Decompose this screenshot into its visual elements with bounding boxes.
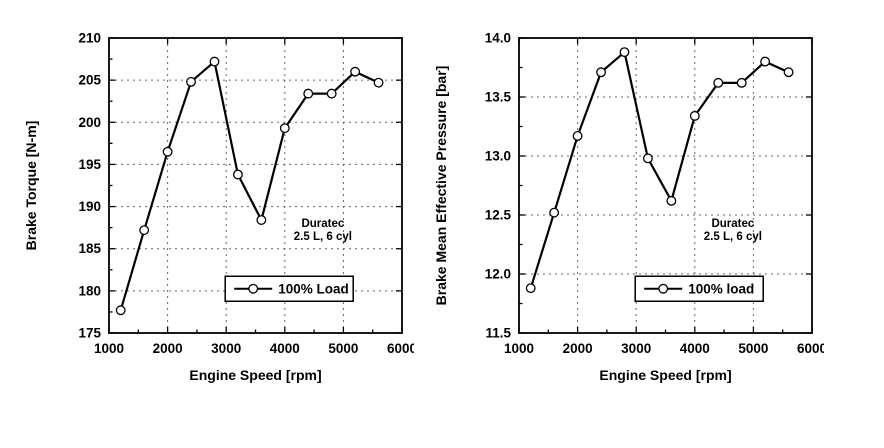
data-marker xyxy=(373,77,384,88)
annotation-text: Duratec xyxy=(711,218,754,230)
legend-label: 100% Load xyxy=(278,281,349,296)
y-tick-label: 11.5 xyxy=(485,326,511,341)
data-marker xyxy=(350,66,361,77)
data-marker xyxy=(279,123,290,134)
data-marker xyxy=(139,225,150,236)
x-tick-label: 2000 xyxy=(563,341,593,356)
y-tick-label: 175 xyxy=(78,326,101,341)
annotation-text: 2.5 L, 6 cyl xyxy=(704,231,762,243)
data-marker xyxy=(232,169,243,180)
data-marker xyxy=(549,207,560,218)
y-tick-label: 12.0 xyxy=(485,267,511,282)
data-marker xyxy=(303,88,314,99)
x-tick-label: 2000 xyxy=(153,341,183,356)
x-tick-label: 5000 xyxy=(738,341,768,356)
x-axis-title: Engine Speed [rpm] xyxy=(599,367,731,383)
data-marker xyxy=(713,77,724,88)
data-marker xyxy=(783,67,794,78)
data-marker xyxy=(596,67,606,78)
y-axis-title: Brake Mean Effective Pressure [bar] xyxy=(433,66,449,306)
y-tick-label: 205 xyxy=(78,73,101,88)
data-marker xyxy=(619,47,630,58)
x-tick-label: 6000 xyxy=(797,341,824,356)
data-line xyxy=(529,51,790,289)
data-marker xyxy=(162,146,173,157)
data-marker xyxy=(760,56,771,67)
x-tick-label: 1000 xyxy=(94,341,124,356)
legend-box xyxy=(634,275,764,302)
brake-torque-chart: 1000 2000 3000 4000 5000 6000 175 180 185 190 195 2… xyxy=(23,31,414,384)
x-tick-label: 4000 xyxy=(680,341,710,356)
data-line xyxy=(119,60,380,311)
data-marker xyxy=(525,283,536,294)
data-marker xyxy=(209,56,220,67)
x-axis-title: Engine Speed [rpm] xyxy=(189,367,321,383)
legend-label: 100% load xyxy=(688,281,754,296)
data-marker xyxy=(115,305,126,316)
y-tick-label: 195 xyxy=(78,157,101,172)
x-tick-label: 5000 xyxy=(328,341,358,356)
legend-marker xyxy=(658,283,669,294)
legend-marker xyxy=(248,283,259,294)
x-tick-label: 3000 xyxy=(211,341,241,356)
x-tick-label: 6000 xyxy=(387,341,414,356)
x-tick-label: 3000 xyxy=(621,341,651,356)
data-marker xyxy=(736,77,747,88)
data-marker xyxy=(666,195,677,206)
data-marker xyxy=(256,215,267,226)
y-tick-label: 14.0 xyxy=(485,31,511,46)
data-marker xyxy=(326,88,337,99)
data-marker xyxy=(186,76,196,87)
data-marker xyxy=(689,110,700,121)
data-marker xyxy=(572,130,583,141)
y-tick-label: 200 xyxy=(78,115,101,130)
annotation-text: Duratec xyxy=(301,218,344,230)
bmep-chart: 1000 2000 3000 4000 5000 6000 11.5 12.0 12.5 13.0… xyxy=(433,31,824,384)
y-tick-label: 180 xyxy=(78,283,101,298)
data-marker xyxy=(642,153,653,164)
y-tick-label: 190 xyxy=(78,199,101,214)
y-tick-label: 210 xyxy=(78,31,101,46)
y-tick-label: 13.0 xyxy=(485,149,511,164)
y-tick-label: 12.5 xyxy=(485,208,512,223)
x-tick-label: 1000 xyxy=(504,341,534,356)
y-tick-label: 185 xyxy=(78,241,101,256)
y-axis-title: Brake Torque [N-m] xyxy=(23,121,39,251)
y-tick-label: 13.5 xyxy=(485,90,512,105)
annotation-text: 2.5 L, 6 cyl xyxy=(294,231,352,243)
x-tick-label: 4000 xyxy=(270,341,300,356)
